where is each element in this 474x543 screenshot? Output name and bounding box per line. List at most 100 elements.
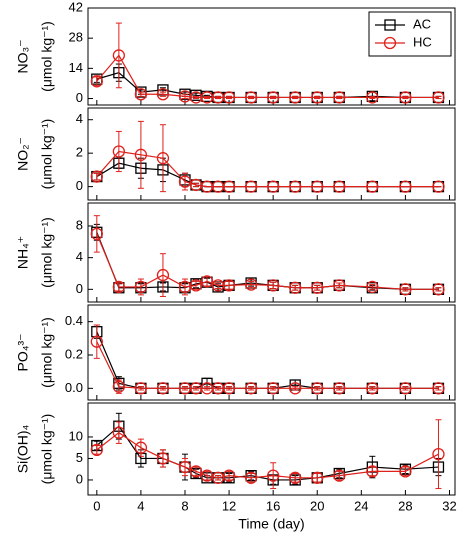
marker xyxy=(399,283,412,296)
x-tick-label: 12 xyxy=(222,498,236,513)
error-bar xyxy=(204,95,211,100)
marker xyxy=(189,465,203,478)
error-bar xyxy=(193,466,200,477)
marker xyxy=(333,279,346,292)
marker xyxy=(112,380,126,393)
error-bar xyxy=(193,182,200,188)
error-bar xyxy=(292,386,299,391)
error-bar xyxy=(369,95,376,100)
y-tick-label: 0 xyxy=(76,281,83,296)
error-bar xyxy=(204,386,211,391)
error-bar xyxy=(369,386,376,391)
marker xyxy=(267,469,280,482)
marker xyxy=(222,279,236,292)
marker xyxy=(311,180,324,193)
y-axis-label: NO₃⁻ xyxy=(15,39,31,73)
error-bar xyxy=(314,386,321,391)
y-tick-label: 4 xyxy=(76,111,83,126)
marker xyxy=(432,283,445,296)
x-axis-label: Time (day) xyxy=(238,516,304,532)
error-bar xyxy=(336,470,343,481)
error-bar xyxy=(270,95,277,100)
error-bar xyxy=(314,473,321,483)
y-tick-label: 0.2 xyxy=(65,346,83,361)
error-bar xyxy=(159,124,166,193)
marker xyxy=(289,382,302,395)
y-axis-label: PO₄³⁻ xyxy=(15,334,31,372)
error-bar xyxy=(159,253,166,297)
error-bar xyxy=(193,386,200,391)
series xyxy=(93,324,442,394)
plot-frame xyxy=(87,107,456,201)
plot-frame xyxy=(87,202,456,303)
error-bar xyxy=(435,419,442,490)
y-axis-label: Si(OH)₄ xyxy=(15,424,31,473)
x-tick-label: 24 xyxy=(354,498,368,513)
marker xyxy=(112,49,126,62)
y-tick-label: 0 xyxy=(76,90,83,105)
error-bar xyxy=(181,386,188,391)
error-bar xyxy=(226,280,233,290)
error-bar xyxy=(248,473,255,483)
marker xyxy=(311,382,324,395)
marker xyxy=(432,180,445,193)
error-bar xyxy=(115,130,122,173)
marker xyxy=(112,426,126,439)
error-bar xyxy=(115,282,122,292)
marker xyxy=(222,91,236,104)
marker xyxy=(134,382,148,395)
marker xyxy=(267,91,280,104)
marker xyxy=(156,268,170,282)
error-bar xyxy=(181,93,188,100)
marker xyxy=(289,180,302,193)
marker xyxy=(244,471,258,484)
marker xyxy=(399,91,412,104)
y-tick-label: 42 xyxy=(69,0,83,14)
legend-label: AC xyxy=(413,16,431,31)
error-bar xyxy=(215,95,222,100)
error-bar xyxy=(193,280,200,290)
x-tick-label: 4 xyxy=(137,498,144,513)
marker xyxy=(289,471,302,484)
error-bar xyxy=(137,386,144,391)
x-tick-label: 20 xyxy=(310,498,324,513)
error-bar xyxy=(215,281,222,290)
marker xyxy=(200,275,214,288)
error-bar xyxy=(369,284,376,290)
y-tick-label: 0 xyxy=(76,471,83,486)
marker xyxy=(222,180,236,193)
error-bar xyxy=(93,445,100,455)
error-bar xyxy=(93,215,100,253)
y-tick-label: 0 xyxy=(76,178,83,193)
marker xyxy=(222,382,236,395)
marker xyxy=(134,88,148,101)
error-bar xyxy=(248,95,255,100)
error-bar xyxy=(402,95,409,100)
error-bar xyxy=(292,284,299,291)
error-bar xyxy=(336,282,343,289)
marker xyxy=(267,382,280,395)
error-bar xyxy=(115,379,122,394)
marker xyxy=(333,180,346,193)
marker xyxy=(112,280,126,294)
x-tick-label: 8 xyxy=(181,498,188,513)
error-bar xyxy=(292,95,299,100)
error-bar xyxy=(193,95,200,100)
marker xyxy=(134,441,148,454)
error-bar xyxy=(115,22,122,89)
marker xyxy=(90,335,103,348)
error-bar xyxy=(292,473,299,483)
error-bar xyxy=(215,386,222,391)
x-tick-label: 32 xyxy=(442,498,456,513)
y-tick-label: 28 xyxy=(69,30,83,45)
marker xyxy=(267,180,280,193)
y-tick-label: 2 xyxy=(76,145,83,160)
y-axis-label: (μmol kg⁻¹) xyxy=(39,317,55,388)
y-tick-label: 0.4 xyxy=(65,313,83,328)
marker xyxy=(134,280,148,294)
marker xyxy=(289,281,302,294)
x-tick-label: 0 xyxy=(93,498,100,513)
series-line xyxy=(96,331,439,389)
error-bar xyxy=(159,91,166,97)
